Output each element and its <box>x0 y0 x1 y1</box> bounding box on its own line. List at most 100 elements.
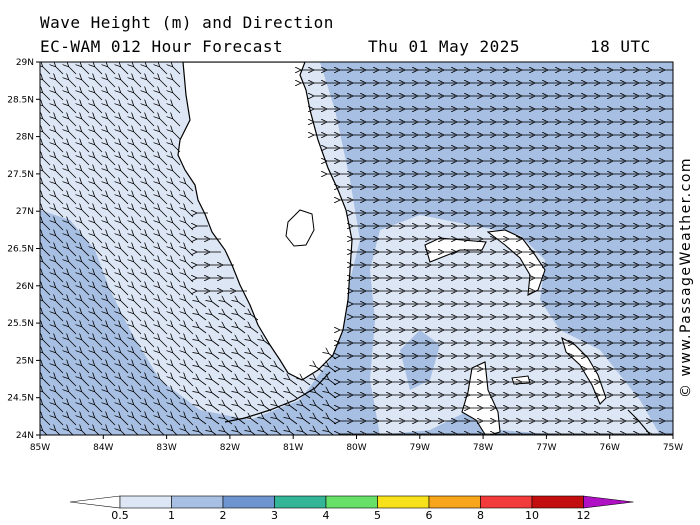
wave-direction-arrow <box>42 365 51 374</box>
wave-direction-arrow <box>68 235 77 244</box>
wave-direction-arrow <box>55 326 64 335</box>
exuma-cays <box>627 409 651 435</box>
wave-direction-arrow <box>211 379 220 386</box>
x-tick-label: 80W <box>346 443 366 453</box>
wave-direction-arrow <box>94 300 103 309</box>
wave-direction-arrow <box>159 209 168 218</box>
wave-direction-arrow <box>237 327 246 334</box>
wave-direction-arrow <box>133 300 142 309</box>
wave-direction-arrow <box>107 105 116 114</box>
wave-direction-arrow <box>133 404 142 413</box>
wave-direction-arrow <box>120 92 129 101</box>
wave-direction-arrow <box>172 313 181 322</box>
colorbar-swatch <box>325 495 378 509</box>
wave-direction-arrow <box>159 118 168 127</box>
wave-direction-arrow <box>133 378 142 387</box>
wave-direction-arrow <box>107 391 116 400</box>
wave-direction-arrow <box>250 431 256 435</box>
colorbar-label: 1 <box>168 509 175 522</box>
wave-direction-arrow <box>133 417 142 426</box>
wave-direction-arrow <box>107 92 116 101</box>
wave-direction-arrow <box>289 405 298 412</box>
x-tick-label: 82W <box>220 443 240 453</box>
wave-direction-arrow <box>250 366 259 373</box>
wave-direction-arrow <box>172 417 181 426</box>
wave-direction-arrow <box>263 366 272 373</box>
wave-direction-arrow <box>211 353 220 360</box>
wave-direction-arrow <box>55 235 64 244</box>
wave-direction-arrow <box>68 378 77 387</box>
wave-direction-arrow <box>68 79 77 88</box>
wave-direction-arrow <box>172 274 181 283</box>
wave-direction-arrow <box>120 339 129 348</box>
wave-direction-arrow <box>172 326 181 335</box>
wave-direction-arrow <box>237 340 246 347</box>
wave-direction-arrow <box>94 248 103 257</box>
wave-direction-arrow <box>107 300 116 309</box>
wave-direction-arrow <box>172 365 181 374</box>
wave-direction-arrow <box>81 404 90 413</box>
wave-direction-arrow <box>42 417 51 426</box>
wave-direction-arrow <box>107 157 116 166</box>
wave-direction-arrow <box>289 379 298 386</box>
y-tick-label: 28.5N <box>7 95 34 105</box>
wave-direction-arrow <box>107 287 116 296</box>
wave-direction-arrow <box>120 378 129 387</box>
wave-direction-arrow <box>211 392 220 399</box>
wave-direction-arrow <box>172 391 181 400</box>
x-tick-label: 75W <box>663 443 683 453</box>
wave-direction-arrow <box>185 196 194 205</box>
x-tick-label: 84W <box>93 443 113 453</box>
wave-direction-arrow <box>302 379 311 386</box>
wave-direction-arrow <box>289 431 295 435</box>
wave-direction-arrow <box>55 313 64 322</box>
wave-direction-arrow <box>159 430 165 435</box>
wave-direction-arrow <box>68 248 77 257</box>
colorbar-swatch <box>171 495 224 509</box>
wave-direction-arrow <box>159 222 168 231</box>
wave-direction-arrow <box>185 391 194 400</box>
wave-direction-arrow <box>133 105 142 114</box>
wave-direction-arrow <box>94 196 103 205</box>
wave-direction-arrow <box>120 66 129 75</box>
wave-direction-arrow <box>237 392 246 399</box>
wave-direction-arrow <box>81 261 90 270</box>
wave-direction-arrow <box>198 392 207 399</box>
wave-direction-arrow <box>68 404 77 413</box>
wave-direction-arrow <box>94 417 103 426</box>
x-tick-label: 83W <box>156 443 176 453</box>
colorbar: 0.5 1 2 3 4 5 6 8 10 12 <box>69 495 634 522</box>
forecast-date: Thu 01 May 2025 <box>368 37 520 56</box>
wave-direction-arrow <box>159 391 168 400</box>
wave-direction-arrow <box>68 222 77 231</box>
wave-direction-arrow <box>42 313 51 322</box>
wave-direction-arrow <box>120 144 129 153</box>
wave-direction-arrow <box>94 274 103 283</box>
wave-direction-arrow <box>120 417 129 426</box>
wave-direction-arrow <box>42 404 51 413</box>
colorbar-label: 0.5 <box>111 509 129 522</box>
wave-direction-arrow <box>146 92 155 101</box>
wave-direction-arrow <box>146 378 155 387</box>
y-tick-label: 27N <box>16 207 34 217</box>
wave-direction-arrow <box>172 248 181 257</box>
map-plot <box>40 62 673 435</box>
wave-direction-arrow <box>120 300 129 309</box>
wave-direction-arrow <box>159 352 168 361</box>
wave-direction-arrow <box>146 287 155 296</box>
wave-direction-arrow <box>42 352 51 361</box>
wave-direction-arrow <box>107 417 116 426</box>
wave-direction-arrow <box>81 248 90 257</box>
y-tick-label: 29N <box>16 58 34 68</box>
wave-direction-arrow <box>81 222 90 231</box>
wave-direction-arrow <box>42 287 51 296</box>
wave-direction-arrow <box>198 379 207 386</box>
wave-direction-arrow <box>42 274 51 283</box>
wave-direction-arrow <box>55 183 64 192</box>
wave-direction-arrow <box>55 131 64 140</box>
wave-direction-arrow <box>159 183 168 192</box>
wave-direction-arrow <box>55 378 64 387</box>
wave-direction-arrow <box>107 235 116 244</box>
wave-direction-arrow <box>146 105 155 114</box>
wave-direction-arrow <box>81 352 90 361</box>
